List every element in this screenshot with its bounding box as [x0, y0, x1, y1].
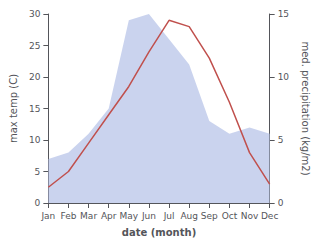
svg-text:0: 0 — [35, 198, 41, 208]
svg-text:Nov: Nov — [241, 211, 259, 221]
svg-text:Dec: Dec — [261, 211, 278, 221]
svg-text:May: May — [120, 211, 139, 221]
svg-text:Jul: Jul — [163, 211, 175, 221]
svg-text:15: 15 — [278, 9, 289, 19]
svg-text:max temp (C): max temp (C) — [8, 74, 19, 143]
svg-text:15: 15 — [29, 104, 40, 114]
svg-text:5: 5 — [278, 135, 284, 145]
svg-text:Aug: Aug — [180, 211, 198, 221]
svg-text:20: 20 — [29, 72, 41, 82]
svg-text:med. precipitation (kg/m2): med. precipitation (kg/m2) — [300, 41, 311, 175]
svg-text:Jun: Jun — [141, 211, 156, 221]
svg-text:5: 5 — [35, 167, 41, 177]
svg-text:Oct: Oct — [222, 211, 238, 221]
svg-text:Apr: Apr — [101, 211, 117, 221]
svg-text:25: 25 — [29, 41, 40, 51]
svg-text:Mar: Mar — [80, 211, 97, 221]
svg-text:0: 0 — [278, 198, 284, 208]
svg-text:Jan: Jan — [40, 211, 55, 221]
svg-text:30: 30 — [29, 9, 41, 19]
svg-text:10: 10 — [278, 72, 290, 82]
svg-text:date (month): date (month) — [122, 227, 196, 238]
svg-text:Feb: Feb — [61, 211, 77, 221]
svg-text:Sep: Sep — [201, 211, 218, 221]
svg-text:10: 10 — [29, 135, 41, 145]
